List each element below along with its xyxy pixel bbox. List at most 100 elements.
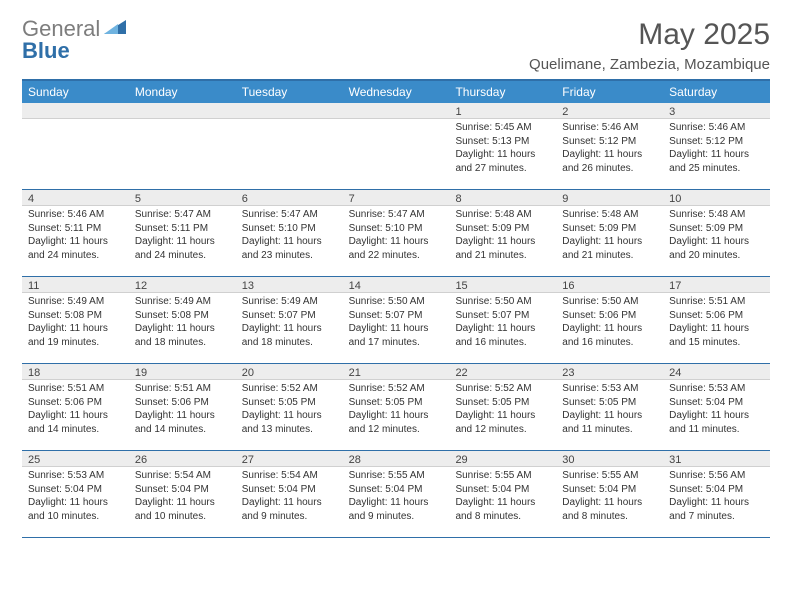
weeks-container: 1Sunrise: 5:45 AMSunset: 5:13 PMDaylight… (22, 103, 770, 538)
weekday-header-cell: Sunday (22, 81, 129, 103)
daylight-text: Daylight: 11 hours and 18 minutes. (135, 322, 230, 349)
sunrise-text: Sunrise: 5:51 AM (135, 382, 230, 396)
day-number: 2 (556, 103, 663, 119)
day-body: Sunrise: 5:46 AMSunset: 5:12 PMDaylight:… (556, 119, 663, 179)
day-body: Sunrise: 5:46 AMSunset: 5:11 PMDaylight:… (22, 206, 129, 266)
daylight-text: Daylight: 11 hours and 18 minutes. (242, 322, 337, 349)
day-body: Sunrise: 5:51 AMSunset: 5:06 PMDaylight:… (22, 380, 129, 440)
sunset-text: Sunset: 5:08 PM (135, 309, 230, 323)
daylight-text: Daylight: 11 hours and 26 minutes. (562, 148, 657, 175)
daylight-text: Daylight: 11 hours and 9 minutes. (242, 496, 337, 523)
day-cell: 19Sunrise: 5:51 AMSunset: 5:06 PMDayligh… (129, 364, 236, 450)
sunset-text: Sunset: 5:06 PM (28, 396, 123, 410)
day-cell: 28Sunrise: 5:55 AMSunset: 5:04 PMDayligh… (343, 451, 450, 537)
daylight-text: Daylight: 11 hours and 10 minutes. (135, 496, 230, 523)
sunset-text: Sunset: 5:09 PM (669, 222, 764, 236)
sunrise-text: Sunrise: 5:48 AM (455, 208, 550, 222)
day-body: Sunrise: 5:55 AMSunset: 5:04 PMDaylight:… (556, 467, 663, 527)
day-cell: 7Sunrise: 5:47 AMSunset: 5:10 PMDaylight… (343, 190, 450, 276)
day-body: Sunrise: 5:52 AMSunset: 5:05 PMDaylight:… (449, 380, 556, 440)
daylight-text: Daylight: 11 hours and 12 minutes. (349, 409, 444, 436)
month-title: May 2025 (529, 18, 770, 52)
sunrise-text: Sunrise: 5:53 AM (562, 382, 657, 396)
day-body: Sunrise: 5:54 AMSunset: 5:04 PMDaylight:… (129, 467, 236, 527)
day-number: 8 (449, 190, 556, 206)
sunrise-text: Sunrise: 5:49 AM (242, 295, 337, 309)
empty-day-cell (343, 103, 450, 189)
daylight-text: Daylight: 11 hours and 8 minutes. (562, 496, 657, 523)
day-number (343, 103, 450, 119)
day-number: 17 (663, 277, 770, 293)
daylight-text: Daylight: 11 hours and 15 minutes. (669, 322, 764, 349)
daylight-text: Daylight: 11 hours and 11 minutes. (562, 409, 657, 436)
day-number: 22 (449, 364, 556, 380)
sunset-text: Sunset: 5:04 PM (242, 483, 337, 497)
weekday-header-cell: Friday (556, 81, 663, 103)
day-cell: 14Sunrise: 5:50 AMSunset: 5:07 PMDayligh… (343, 277, 450, 363)
sunrise-text: Sunrise: 5:48 AM (562, 208, 657, 222)
day-number: 19 (129, 364, 236, 380)
weekday-header-cell: Saturday (663, 81, 770, 103)
sunset-text: Sunset: 5:12 PM (669, 135, 764, 149)
sunset-text: Sunset: 5:06 PM (562, 309, 657, 323)
page-header: General Blue May 2025 Quelimane, Zambezi… (22, 18, 770, 73)
sunset-text: Sunset: 5:05 PM (455, 396, 550, 410)
sunrise-text: Sunrise: 5:54 AM (135, 469, 230, 483)
sunrise-text: Sunrise: 5:49 AM (28, 295, 123, 309)
day-number: 30 (556, 451, 663, 467)
empty-day-cell (22, 103, 129, 189)
sunset-text: Sunset: 5:10 PM (242, 222, 337, 236)
day-number: 29 (449, 451, 556, 467)
day-number: 11 (22, 277, 129, 293)
sunset-text: Sunset: 5:07 PM (349, 309, 444, 323)
day-body: Sunrise: 5:49 AMSunset: 5:08 PMDaylight:… (129, 293, 236, 353)
day-cell: 18Sunrise: 5:51 AMSunset: 5:06 PMDayligh… (22, 364, 129, 450)
sunset-text: Sunset: 5:10 PM (349, 222, 444, 236)
sunset-text: Sunset: 5:06 PM (135, 396, 230, 410)
sunrise-text: Sunrise: 5:47 AM (349, 208, 444, 222)
sunrise-text: Sunrise: 5:52 AM (349, 382, 444, 396)
day-body: Sunrise: 5:50 AMSunset: 5:07 PMDaylight:… (343, 293, 450, 353)
daylight-text: Daylight: 11 hours and 25 minutes. (669, 148, 764, 175)
daylight-text: Daylight: 11 hours and 21 minutes. (562, 235, 657, 262)
day-body: Sunrise: 5:51 AMSunset: 5:06 PMDaylight:… (663, 293, 770, 353)
week-row: 11Sunrise: 5:49 AMSunset: 5:08 PMDayligh… (22, 277, 770, 364)
sunset-text: Sunset: 5:04 PM (349, 483, 444, 497)
logo: General Blue (22, 18, 126, 62)
day-body: Sunrise: 5:56 AMSunset: 5:04 PMDaylight:… (663, 467, 770, 527)
daylight-text: Daylight: 11 hours and 7 minutes. (669, 496, 764, 523)
daylight-text: Daylight: 11 hours and 16 minutes. (562, 322, 657, 349)
day-body (236, 119, 343, 125)
day-cell: 16Sunrise: 5:50 AMSunset: 5:06 PMDayligh… (556, 277, 663, 363)
daylight-text: Daylight: 11 hours and 27 minutes. (455, 148, 550, 175)
day-body: Sunrise: 5:47 AMSunset: 5:10 PMDaylight:… (236, 206, 343, 266)
calendar-grid: SundayMondayTuesdayWednesdayThursdayFrid… (22, 79, 770, 538)
daylight-text: Daylight: 11 hours and 10 minutes. (28, 496, 123, 523)
day-number: 5 (129, 190, 236, 206)
sunrise-text: Sunrise: 5:47 AM (135, 208, 230, 222)
day-cell: 29Sunrise: 5:55 AMSunset: 5:04 PMDayligh… (449, 451, 556, 537)
day-number: 15 (449, 277, 556, 293)
day-number: 23 (556, 364, 663, 380)
day-body: Sunrise: 5:50 AMSunset: 5:06 PMDaylight:… (556, 293, 663, 353)
sunrise-text: Sunrise: 5:46 AM (669, 121, 764, 135)
day-body: Sunrise: 5:52 AMSunset: 5:05 PMDaylight:… (343, 380, 450, 440)
sunset-text: Sunset: 5:04 PM (669, 396, 764, 410)
day-body: Sunrise: 5:52 AMSunset: 5:05 PMDaylight:… (236, 380, 343, 440)
sunrise-text: Sunrise: 5:48 AM (669, 208, 764, 222)
daylight-text: Daylight: 11 hours and 19 minutes. (28, 322, 123, 349)
day-cell: 10Sunrise: 5:48 AMSunset: 5:09 PMDayligh… (663, 190, 770, 276)
sunset-text: Sunset: 5:09 PM (562, 222, 657, 236)
title-block: May 2025 Quelimane, Zambezia, Mozambique (529, 18, 770, 73)
sunset-text: Sunset: 5:05 PM (562, 396, 657, 410)
sunrise-text: Sunrise: 5:46 AM (28, 208, 123, 222)
daylight-text: Daylight: 11 hours and 13 minutes. (242, 409, 337, 436)
daylight-text: Daylight: 11 hours and 16 minutes. (455, 322, 550, 349)
sunset-text: Sunset: 5:11 PM (28, 222, 123, 236)
day-number: 13 (236, 277, 343, 293)
sunset-text: Sunset: 5:04 PM (669, 483, 764, 497)
week-row: 4Sunrise: 5:46 AMSunset: 5:11 PMDaylight… (22, 190, 770, 277)
daylight-text: Daylight: 11 hours and 24 minutes. (135, 235, 230, 262)
sunset-text: Sunset: 5:05 PM (242, 396, 337, 410)
week-row: 1Sunrise: 5:45 AMSunset: 5:13 PMDaylight… (22, 103, 770, 190)
